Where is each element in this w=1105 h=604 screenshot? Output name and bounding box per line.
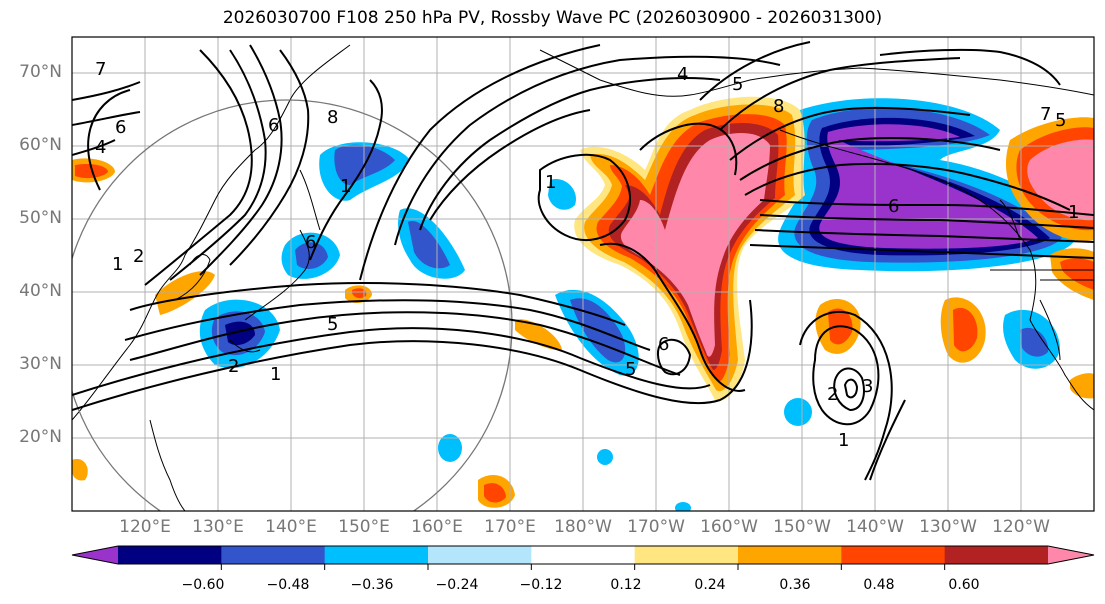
contour-label: 5 xyxy=(732,74,743,95)
lon-label: 150°W xyxy=(773,517,831,537)
lon-label: 130°W xyxy=(919,517,977,537)
lat-label-40n: 40°N xyxy=(19,281,62,301)
contour-label: 6 xyxy=(305,232,316,253)
colorbar-tick-label: 0.36 xyxy=(779,577,811,593)
lat-label-30n: 30°N xyxy=(19,354,62,374)
lon-label: 160°W xyxy=(700,517,758,537)
contour-labels: 6 4 7 8 6 5 1 4 5 8 6 1 1 2 5 1 2 6 5 7 … xyxy=(95,59,1079,451)
contour-label: 1 xyxy=(112,254,123,275)
colorbar-tick-label: 0.24 xyxy=(694,577,726,593)
colorbar-tick-label: 0.12 xyxy=(610,577,642,593)
contour-label: 2 xyxy=(133,246,144,267)
lon-label: 120°E xyxy=(119,517,171,537)
colorbar-left-arrow xyxy=(72,546,118,564)
contour-label: 1 xyxy=(838,430,849,451)
colorbar-segment xyxy=(738,546,842,564)
colorbar-segment xyxy=(118,546,222,564)
contour-label: 6 xyxy=(268,115,279,136)
lon-label: 180°W xyxy=(554,517,612,537)
colorbar-segment xyxy=(634,546,739,564)
lat-label-20n: 20°N xyxy=(19,427,62,447)
contour-label: 1 xyxy=(340,176,351,197)
contour-label: 6 xyxy=(658,334,669,355)
contour-label: 6 xyxy=(888,196,899,217)
contour-label: 2 xyxy=(827,384,838,405)
colorbar-segment xyxy=(428,546,532,564)
contour-label: 8 xyxy=(773,96,784,117)
colorbar-segment xyxy=(531,546,636,564)
map-frame xyxy=(71,36,1095,512)
lon-label: 150°E xyxy=(338,517,390,537)
lon-label: 160°E xyxy=(411,517,463,537)
colorbar-tick-label: −0.60 xyxy=(181,577,225,593)
lon-label: 120°W xyxy=(992,517,1050,537)
colorbar-ticks xyxy=(220,564,946,570)
lon-label: 130°E xyxy=(192,517,244,537)
contour-label: 1 xyxy=(545,172,556,193)
colorbar-tick-label: −0.48 xyxy=(266,577,310,593)
colorbar-segments xyxy=(118,546,1049,564)
contour-label: 8 xyxy=(327,107,338,128)
lon-label: 170°W xyxy=(627,517,685,537)
region-circle xyxy=(72,99,513,511)
lon-label: 170°E xyxy=(484,517,536,537)
colorbar-tick-label: −0.24 xyxy=(435,577,479,593)
colorbar-tick-label: −0.12 xyxy=(519,577,563,593)
colorbar xyxy=(71,545,1095,570)
contour-label: 6 xyxy=(115,117,126,138)
colorbar-right-arrow xyxy=(1048,546,1094,564)
contour-label: 7 xyxy=(1040,104,1051,125)
contour-label: 7 xyxy=(95,59,106,80)
lat-label-70n: 70°N xyxy=(19,62,62,82)
colorbar-segment xyxy=(324,546,429,564)
contour-label: 5 xyxy=(625,359,636,380)
map-title: 2026030700 F108 250 hPa PV, Rossby Wave … xyxy=(222,8,883,28)
colorbar-outline xyxy=(71,545,1095,565)
contour-label: 1 xyxy=(270,364,281,385)
lon-label: 140°W xyxy=(846,517,904,537)
contour-label: 4 xyxy=(677,64,688,85)
colorbar-segment xyxy=(944,546,1049,564)
map-area: 6 4 7 8 6 5 1 4 5 8 6 1 1 2 5 1 2 6 5 7 … xyxy=(72,37,1094,511)
colorbar-tick-label: 0.48 xyxy=(863,577,895,593)
lat-label-60n: 60°N xyxy=(19,135,62,155)
lat-label-50n: 50°N xyxy=(19,208,62,228)
colorbar-tick-label: 0.60 xyxy=(948,577,980,593)
contour-label: 5 xyxy=(1055,110,1066,131)
contour-label: 2 xyxy=(228,356,239,377)
colorbar-tick-label: −0.36 xyxy=(350,577,394,593)
contour-label: 3 xyxy=(862,376,873,397)
graticule xyxy=(72,37,1094,511)
colorbar-segment xyxy=(221,546,326,564)
positive-anomaly-fields xyxy=(72,96,1094,508)
streamfunction-contours xyxy=(72,41,1094,481)
lon-label: 140°E xyxy=(265,517,317,537)
contour-label: 1 xyxy=(1068,202,1079,223)
contour-label: 4 xyxy=(95,137,106,158)
colorbar-segment xyxy=(841,546,946,564)
contour-label: 5 xyxy=(327,314,338,335)
